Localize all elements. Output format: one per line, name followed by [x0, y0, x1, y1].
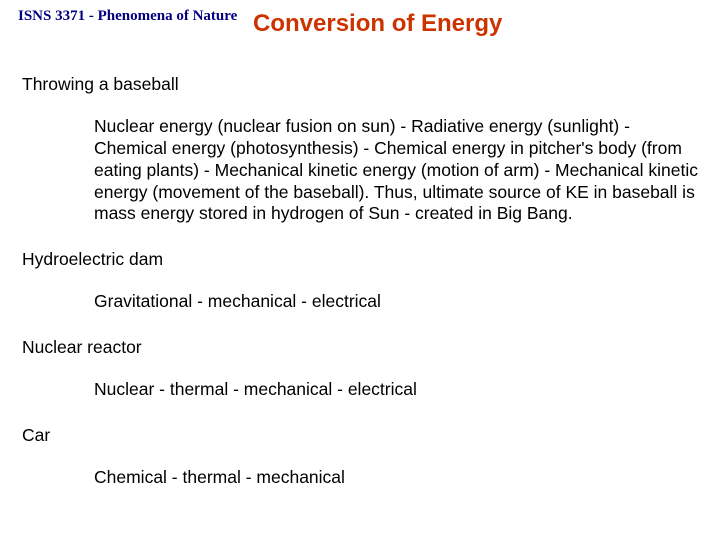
section-text: Nuclear - thermal - mechanical - electri…: [94, 379, 698, 401]
section-heading: Nuclear reactor: [22, 337, 698, 359]
section-text: Chemical - thermal - mechanical: [94, 467, 698, 489]
section-heading: Hydroelectric dam: [22, 249, 698, 271]
slide-title: Conversion of Energy: [253, 10, 502, 38]
section-heading: Throwing a baseball: [22, 74, 698, 96]
section-text: Gravitational - mechanical - electrical: [94, 291, 698, 313]
slide: ISNS 3371 - Phenomena of Nature Conversi…: [0, 0, 720, 540]
section-heading: Car: [22, 425, 698, 447]
slide-body: Throwing a baseball Nuclear energy (nucl…: [22, 74, 698, 513]
section-text: Nuclear energy (nuclear fusion on sun) -…: [94, 116, 698, 225]
